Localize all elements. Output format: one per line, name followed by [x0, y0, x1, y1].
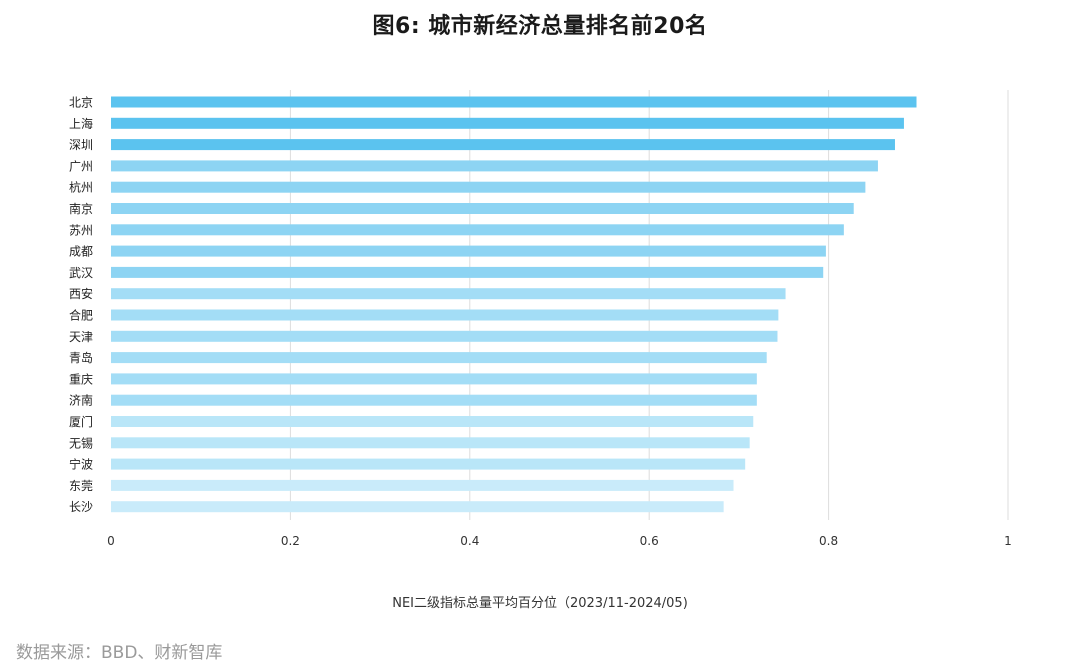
bar-19 [111, 479, 734, 491]
category-label: 苏州 [69, 223, 93, 237]
x-tick-label: 0.6 [640, 534, 659, 548]
bar-13 [111, 352, 767, 364]
bar-9 [111, 266, 824, 278]
category-label: 厦门 [69, 414, 93, 429]
category-label: 深圳 [69, 138, 93, 152]
bar-3 [111, 139, 895, 151]
category-label: 广州 [69, 159, 93, 173]
bar-20 [111, 501, 724, 513]
bar-4 [111, 160, 878, 172]
bar-5 [111, 181, 866, 193]
category-label: 上海 [69, 116, 93, 131]
category-label: 武汉 [69, 266, 93, 280]
x-tick-label: 0 [107, 534, 115, 548]
bar-14 [111, 373, 757, 385]
bar-2 [111, 117, 904, 129]
gridlines [289, 90, 1009, 520]
chart-title: 图6: 城市新经济总量排名前20名 [372, 14, 708, 39]
source-note: 数据来源：BBD、财新智库 [16, 643, 223, 663]
category-label: 西安 [69, 286, 93, 301]
bar-17 [111, 437, 750, 449]
category-label: 成都 [69, 245, 93, 259]
bar-18 [111, 458, 746, 470]
bar-12 [111, 330, 778, 342]
category-label: 无锡 [69, 435, 93, 450]
x-tick-label: 0.2 [281, 534, 300, 548]
bar-10 [111, 288, 786, 300]
category-label: 青岛 [69, 350, 93, 365]
x-ticks: 0 0.2 0.4 0.6 0.8 1 [107, 534, 1012, 548]
chart-area: 北京上海深圳广州杭州南京苏州成都武汉西安合肥天津青岛重庆济南厦门无锡宁波东莞长沙… [69, 90, 1012, 548]
category-label: 宁波 [69, 457, 93, 472]
x-tick-label: 0.8 [819, 534, 838, 548]
x-axis-label: NEI二级指标总量平均百分位（2023/11-2024/05) [392, 596, 688, 611]
category-label: 杭州 [69, 180, 93, 195]
category-label: 合肥 [69, 308, 93, 323]
bar-15 [111, 394, 757, 406]
category-label: 济南 [69, 393, 93, 408]
category-label: 重庆 [69, 372, 93, 386]
category-label: 天津 [69, 330, 93, 344]
bar-1 [111, 96, 917, 108]
category-label: 长沙 [69, 500, 93, 514]
category-label: 北京 [69, 96, 93, 110]
bar-16 [111, 416, 754, 427]
bar-6 [111, 203, 854, 214]
category-label: 东莞 [69, 479, 93, 493]
x-tick-label: 1 [1004, 534, 1012, 548]
bars [111, 96, 917, 513]
category-label: 南京 [69, 201, 93, 216]
x-tick-label: 0.4 [460, 534, 479, 548]
bar-8 [111, 245, 826, 257]
bar-7 [111, 224, 844, 236]
bar-11 [111, 309, 779, 321]
